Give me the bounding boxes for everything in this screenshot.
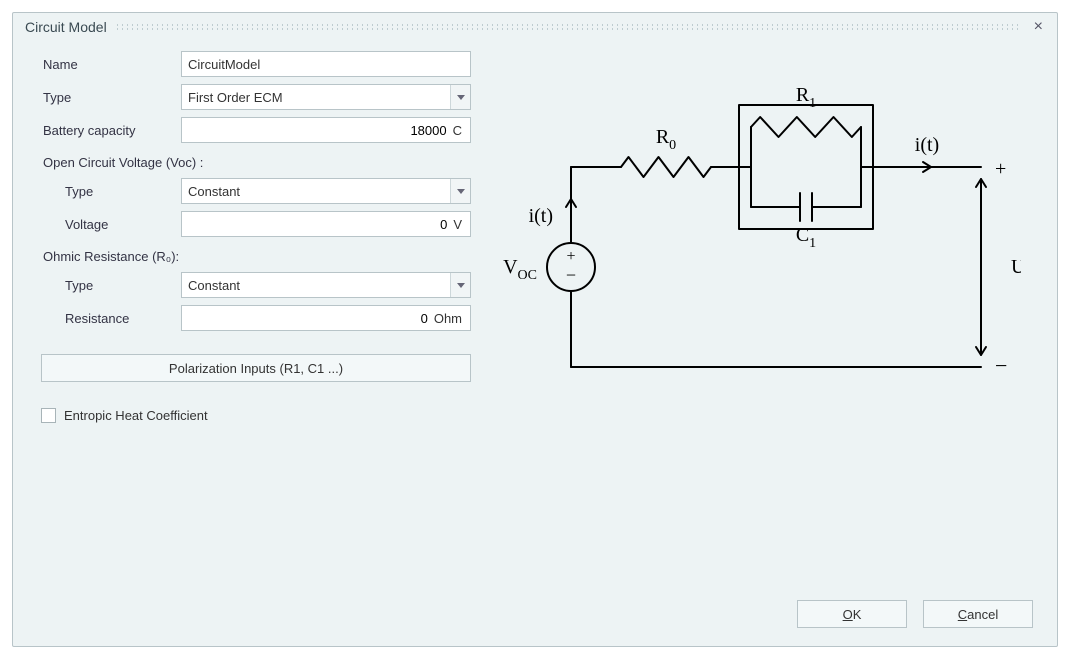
titlebar-dots [115,23,1022,31]
entropic-checkbox[interactable] [41,408,56,423]
ok-button[interactable]: OK [797,600,907,628]
close-icon[interactable]: × [1030,19,1047,35]
capacity-input-wrap: C [181,117,471,143]
diagram-panel: +−VOCi(t)R0R1C1i(t)+−UT [471,47,1041,423]
svg-text:UT: UT [1011,256,1021,283]
circuit-diagram: +−VOCi(t)R0R1C1i(t)+−UT [481,47,1021,407]
svg-text:+: + [566,248,575,265]
chevron-down-icon [450,85,470,109]
type-select[interactable]: First Order ECM [181,84,471,110]
form-panel: Name Type First Order ECM Battery capaci… [41,47,471,423]
dialog-title: Circuit Model [25,19,107,35]
voc-type-value: Constant [182,184,450,199]
svg-text:R0: R0 [656,126,676,153]
svg-text:R1: R1 [796,84,816,111]
r0-type-value: Constant [182,278,450,293]
dialog-titlebar: Circuit Model × [13,13,1057,39]
voc-type-label: Type [41,184,181,199]
cancel-button[interactable]: Cancel [923,600,1033,628]
name-input[interactable] [181,51,471,77]
svg-text:−: − [566,265,576,285]
voltage-input[interactable] [182,217,451,232]
svg-text:VOC: VOC [503,256,537,283]
name-label: Name [41,57,181,72]
capacity-label: Battery capacity [41,123,181,138]
type-select-value: First Order ECM [182,90,450,105]
capacity-unit: C [451,123,470,138]
voc-type-select[interactable]: Constant [181,178,471,204]
voltage-unit: V [451,217,470,232]
voltage-label: Voltage [41,217,181,232]
svg-text:i(t): i(t) [529,205,553,227]
resistance-unit: Ohm [432,311,470,326]
voltage-input-wrap: V [181,211,471,237]
r0-type-select[interactable]: Constant [181,272,471,298]
svg-text:i(t): i(t) [915,134,939,156]
chevron-down-icon [450,273,470,297]
polarization-inputs-button[interactable]: Polarization Inputs (R1, C1 ...) [41,354,471,382]
entropic-label: Entropic Heat Coefficient [64,408,208,423]
r0-type-label: Type [41,278,181,293]
type-label: Type [41,90,181,105]
resistance-input-wrap: Ohm [181,305,471,331]
capacity-input[interactable] [182,123,451,138]
dialog-footer: OK Cancel [797,600,1033,628]
voc-section-label: Open Circuit Voltage (Voc) : [43,155,471,170]
r0-section-label: Ohmic Resistance (R₀): [43,249,471,264]
svg-text:+: + [995,158,1006,180]
chevron-down-icon [450,179,470,203]
resistance-label: Resistance [41,311,181,326]
svg-text:−: − [995,353,1007,378]
resistance-input[interactable] [182,311,432,326]
circuit-model-dialog: Circuit Model × Name Type First Order EC… [12,12,1058,647]
